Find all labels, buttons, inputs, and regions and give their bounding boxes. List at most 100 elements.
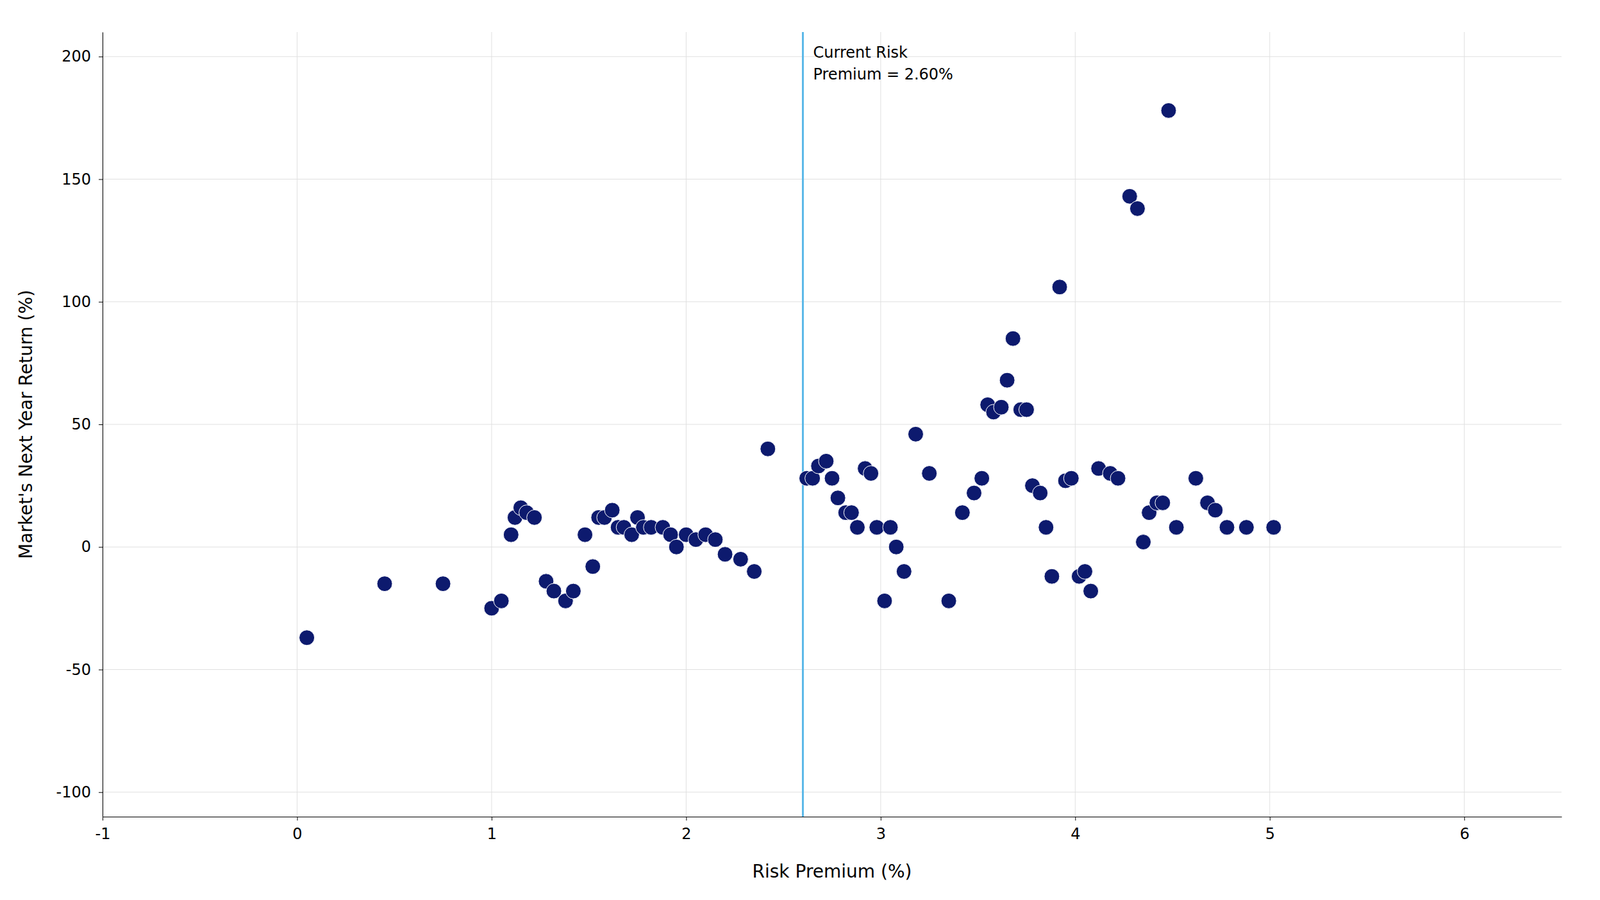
x-tick: 3 <box>876 816 886 843</box>
point <box>668 539 684 555</box>
point <box>1051 279 1068 295</box>
point <box>604 502 620 518</box>
point <box>1129 200 1145 217</box>
chart-svg: -1 0 1 2 3 4 5 6 -100 -50 0 50 100 150 200 Current Risk… <box>0 0 1600 900</box>
y-tick-mark <box>98 56 103 58</box>
x-tick-label: -1 <box>95 825 111 843</box>
point <box>921 466 938 482</box>
grid-line-y <box>102 791 1562 793</box>
x-tick: 1 <box>487 816 497 843</box>
point <box>503 526 519 543</box>
plot-area <box>299 32 1282 817</box>
point <box>876 592 893 609</box>
point <box>1168 519 1184 536</box>
point <box>1135 534 1152 550</box>
point <box>732 551 749 567</box>
x-tick-mark <box>1075 816 1076 821</box>
point <box>1038 519 1054 536</box>
x-axis-line <box>103 816 1563 818</box>
point <box>1077 564 1093 580</box>
x-tick: 4 <box>1070 816 1081 843</box>
point <box>974 470 990 486</box>
y-tick: 0 <box>81 537 103 556</box>
y-tick: 150 <box>61 170 103 189</box>
x-tick-label: 0 <box>292 825 302 843</box>
point <box>1219 519 1235 536</box>
y-tick-label: -50 <box>66 660 92 679</box>
y-tick: 50 <box>71 415 103 434</box>
point <box>818 453 834 469</box>
x-tick-mark <box>685 816 687 821</box>
point <box>824 470 840 486</box>
x-tick: 6 <box>1459 816 1470 843</box>
point <box>1207 502 1224 518</box>
point <box>493 592 509 609</box>
point <box>993 399 1009 415</box>
point <box>565 583 581 599</box>
x-tick-mark <box>491 816 493 821</box>
point <box>1187 470 1204 486</box>
x-tick-mark <box>880 816 882 821</box>
y-tick-mark <box>98 424 103 425</box>
point <box>830 490 846 506</box>
point <box>999 372 1015 388</box>
point <box>863 466 879 482</box>
x-tick: 5 <box>1265 816 1275 843</box>
y-tick: 100 <box>61 292 103 311</box>
point <box>1160 102 1177 118</box>
y-tick-mark <box>98 546 103 548</box>
point <box>882 519 899 536</box>
point <box>376 576 393 592</box>
point <box>746 564 763 580</box>
y-tick-label: 150 <box>61 170 92 189</box>
x-tick: 2 <box>681 816 692 843</box>
point <box>966 485 983 501</box>
grid-line-y <box>102 546 1562 548</box>
point <box>717 546 733 563</box>
x-tick-mark <box>296 816 298 821</box>
x-axis: -1 0 1 2 3 4 5 6 <box>95 816 1563 843</box>
point <box>577 526 593 543</box>
y-axis-label: Market's Next Year Return (%) <box>15 289 37 559</box>
x-tick-label: 6 <box>1459 825 1470 843</box>
annotation: Current RiskPremium = 2.60% <box>812 43 953 84</box>
point <box>585 558 601 575</box>
point <box>907 426 924 442</box>
point <box>1083 583 1099 599</box>
point <box>707 532 724 548</box>
x-axis-label: Risk Premium (%) <box>752 860 913 883</box>
y-tick-label: -100 <box>56 783 92 802</box>
x-tick-mark <box>1464 816 1465 821</box>
point <box>299 630 315 646</box>
x-tick-label: 4 <box>1070 825 1081 843</box>
point <box>1032 485 1049 501</box>
y-tick-mark <box>98 179 103 181</box>
grid-line-y <box>102 669 1562 670</box>
y-tick: 200 <box>61 47 103 66</box>
y-tick-label: 100 <box>61 292 92 311</box>
point <box>1044 568 1060 584</box>
grid <box>102 32 1562 817</box>
grid-line-y <box>102 178 1562 180</box>
point <box>1005 330 1021 347</box>
reference-line <box>801 32 804 817</box>
point <box>760 441 776 457</box>
point <box>435 576 451 592</box>
point <box>1018 401 1034 418</box>
y-tick-label: 0 <box>81 537 92 556</box>
y-tick: -100 <box>56 783 103 802</box>
x-tick-label: 2 <box>681 825 692 843</box>
point <box>888 539 904 555</box>
point <box>1238 519 1254 536</box>
y-axis: -100 -50 0 50 100 150 200 <box>56 32 104 818</box>
x-tick-mark <box>102 816 104 821</box>
y-tick: -50 <box>66 660 103 679</box>
y-tick-label: 200 <box>61 47 92 66</box>
x-tick: -1 <box>95 816 111 843</box>
point <box>941 592 957 609</box>
chart-container: -1 0 1 2 3 4 5 6 -100 -50 0 50 100 150 200 Current Risk… <box>0 0 1600 900</box>
point <box>526 509 543 525</box>
y-tick-mark <box>98 669 103 671</box>
point <box>843 505 859 521</box>
point <box>1266 519 1282 536</box>
